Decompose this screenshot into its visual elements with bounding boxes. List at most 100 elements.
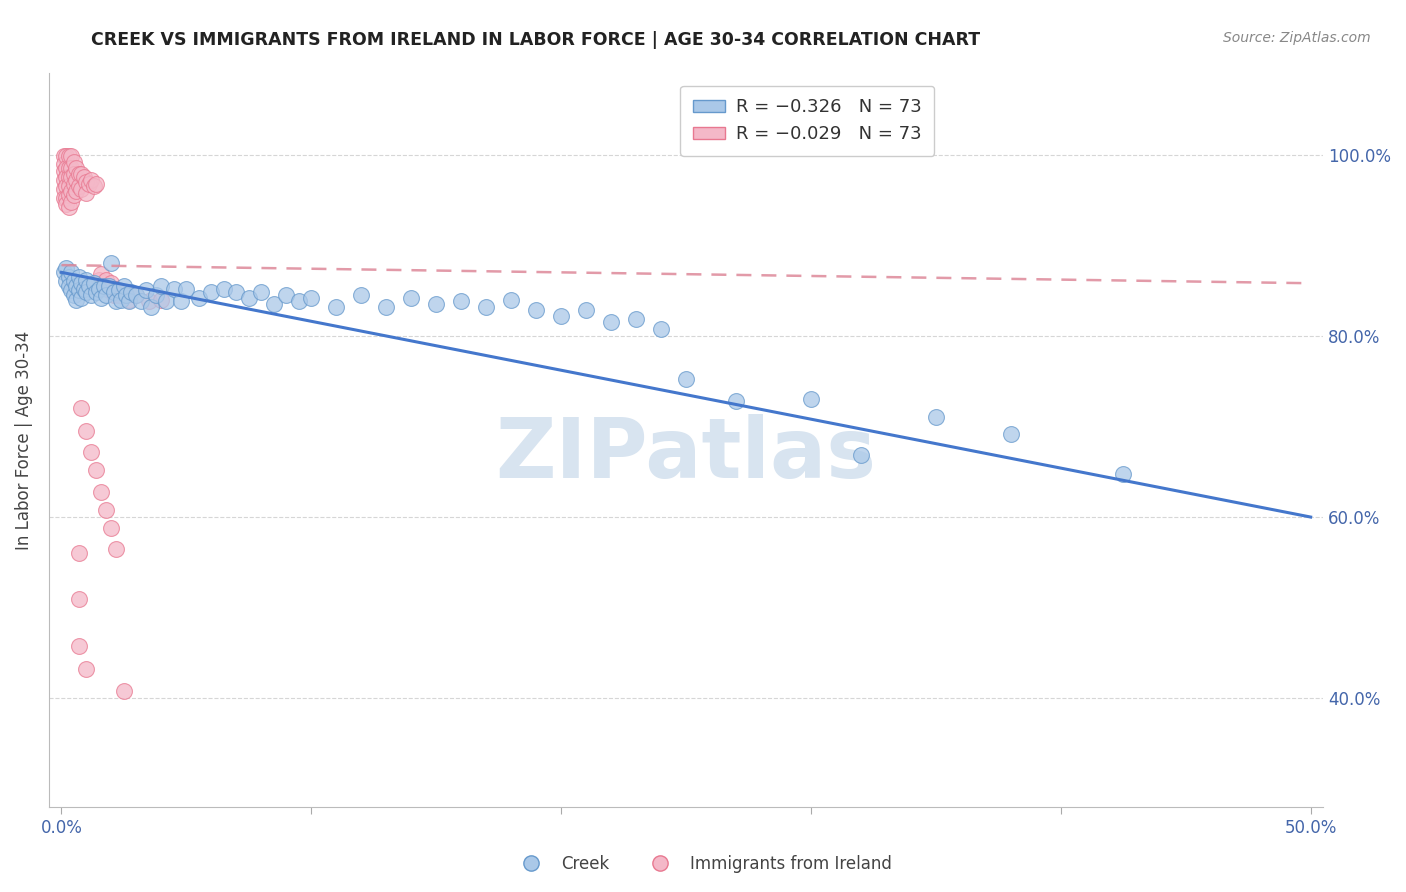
Point xyxy=(67,269,90,284)
Point xyxy=(67,179,90,194)
Point xyxy=(600,315,623,329)
Point xyxy=(93,279,115,293)
Point xyxy=(75,175,97,189)
Point xyxy=(52,156,75,170)
Point xyxy=(67,168,90,182)
Point xyxy=(131,294,153,309)
Point xyxy=(176,282,198,296)
Point xyxy=(90,484,112,499)
Point xyxy=(67,284,90,298)
Point xyxy=(52,164,75,178)
Point xyxy=(55,197,77,211)
Point xyxy=(299,291,322,305)
Point xyxy=(125,288,148,302)
Point xyxy=(55,170,77,185)
Text: Source: ZipAtlas.com: Source: ZipAtlas.com xyxy=(1223,31,1371,45)
Point xyxy=(108,284,131,298)
Point xyxy=(100,521,122,535)
Point xyxy=(75,272,97,286)
Point xyxy=(212,282,235,296)
Point xyxy=(120,285,142,300)
Point xyxy=(63,168,86,182)
Point xyxy=(475,300,498,314)
Point xyxy=(125,288,148,302)
Point xyxy=(105,294,128,309)
Point xyxy=(1112,467,1135,481)
Point xyxy=(925,410,948,425)
Point xyxy=(141,300,163,314)
Point xyxy=(65,279,87,293)
Point xyxy=(80,173,103,187)
Point xyxy=(58,188,80,202)
Point xyxy=(58,279,80,293)
Point xyxy=(63,177,86,191)
Point xyxy=(58,200,80,214)
Point xyxy=(67,639,90,653)
Point xyxy=(225,285,247,300)
Point xyxy=(52,149,75,163)
Point xyxy=(65,173,87,187)
Point xyxy=(112,684,135,698)
Point xyxy=(65,293,87,307)
Point xyxy=(163,282,186,296)
Point xyxy=(63,188,86,202)
Point xyxy=(55,149,77,163)
Point xyxy=(375,300,398,314)
Y-axis label: In Labor Force | Age 30-34: In Labor Force | Age 30-34 xyxy=(15,330,32,549)
Point xyxy=(118,294,141,309)
Point xyxy=(350,288,373,302)
Point xyxy=(77,279,100,293)
Point xyxy=(849,449,872,463)
Point xyxy=(450,294,472,309)
Legend: Creek, Immigrants from Ireland: Creek, Immigrants from Ireland xyxy=(508,848,898,880)
Point xyxy=(135,284,157,298)
Point xyxy=(87,272,110,286)
Point xyxy=(105,282,128,296)
Point xyxy=(67,591,90,606)
Point xyxy=(63,288,86,302)
Point xyxy=(83,277,105,291)
Point xyxy=(501,293,523,307)
Point xyxy=(112,285,135,300)
Point xyxy=(90,291,112,305)
Point xyxy=(60,184,83,198)
Point xyxy=(524,303,547,318)
Point xyxy=(93,279,115,293)
Point xyxy=(145,288,167,302)
Point xyxy=(60,161,83,175)
Point xyxy=(170,294,193,309)
Point xyxy=(87,282,110,296)
Point xyxy=(150,279,173,293)
Point xyxy=(55,274,77,288)
Point xyxy=(55,191,77,205)
Point xyxy=(97,279,120,293)
Point xyxy=(575,303,598,318)
Point xyxy=(425,297,447,311)
Point xyxy=(58,149,80,163)
Point xyxy=(70,291,93,305)
Point xyxy=(80,445,103,459)
Point xyxy=(52,265,75,279)
Point xyxy=(724,394,747,409)
Point xyxy=(650,321,672,335)
Point xyxy=(73,170,96,185)
Point xyxy=(58,161,80,175)
Point xyxy=(100,277,122,291)
Point xyxy=(200,285,222,300)
Point xyxy=(250,285,273,300)
Point xyxy=(103,285,125,300)
Point xyxy=(83,179,105,194)
Point xyxy=(60,149,83,163)
Point xyxy=(70,168,93,182)
Point xyxy=(52,191,75,205)
Point xyxy=(115,288,138,302)
Point xyxy=(75,662,97,676)
Point xyxy=(60,194,83,209)
Point xyxy=(70,277,93,291)
Point xyxy=(63,274,86,288)
Point xyxy=(80,288,103,302)
Point xyxy=(150,293,173,307)
Point xyxy=(675,372,697,386)
Point xyxy=(63,154,86,169)
Point xyxy=(263,297,285,311)
